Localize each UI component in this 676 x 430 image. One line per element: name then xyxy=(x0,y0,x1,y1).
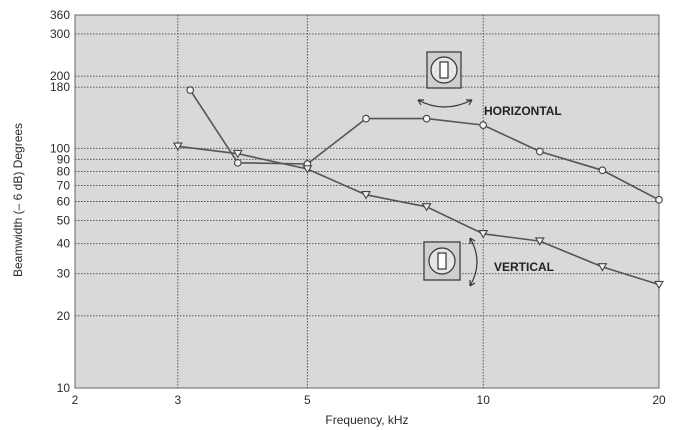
x-tick-label: 3 xyxy=(174,393,181,407)
data-point-horizontal xyxy=(599,167,606,174)
y-tick-label: 10 xyxy=(57,381,71,395)
data-point-horizontal xyxy=(234,160,241,167)
y-tick-label: 20 xyxy=(57,309,71,323)
y-tick-label: 360 xyxy=(50,8,70,22)
y-tick-label: 80 xyxy=(57,165,71,179)
data-point-horizontal xyxy=(480,122,487,129)
y-tick-label: 200 xyxy=(50,69,70,83)
x-axis-title: Frequency, kHz xyxy=(325,413,408,427)
transducer-vertical-icon xyxy=(424,242,460,280)
x-tick-label: 2 xyxy=(72,393,79,407)
series-label-horizontal: HORIZONTAL xyxy=(484,104,562,118)
x-tick-label: 10 xyxy=(477,393,491,407)
y-tick-label: 300 xyxy=(50,27,70,41)
transducer-horizontal-icon xyxy=(427,52,461,88)
data-point-horizontal xyxy=(363,115,370,122)
y-tick-label: 70 xyxy=(57,178,71,192)
y-tick-label: 100 xyxy=(50,141,70,155)
x-tick-label: 5 xyxy=(304,393,311,407)
y-axis-title: Beamwidth (– 6 dB) Degrees xyxy=(11,123,25,277)
data-point-horizontal xyxy=(423,115,430,122)
data-point-horizontal xyxy=(536,148,543,155)
x-tick-label: 20 xyxy=(652,393,666,407)
y-tick-label: 60 xyxy=(57,195,71,209)
y-tick-label: 40 xyxy=(57,237,71,251)
series-label-vertical: VERTICAL xyxy=(494,260,554,274)
y-tick-label: 50 xyxy=(57,213,71,227)
data-point-horizontal xyxy=(187,87,194,94)
y-tick-label: 30 xyxy=(57,267,71,281)
data-point-horizontal xyxy=(656,196,663,203)
